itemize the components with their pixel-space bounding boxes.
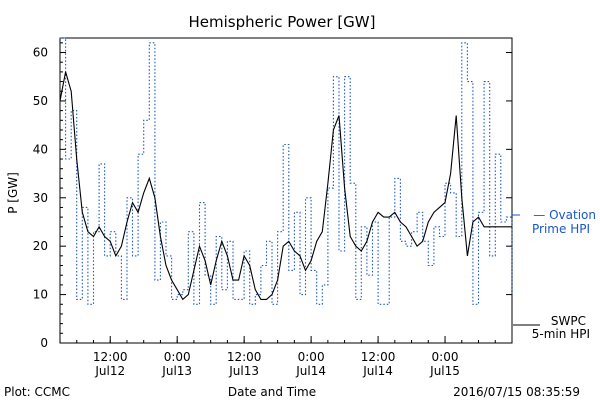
y-tick-label: 50 bbox=[33, 94, 48, 108]
series-ovation-prime-line bbox=[60, 37, 513, 305]
x-axis-label: Date and Time bbox=[228, 385, 316, 399]
legend-ovation-line2: Prime HPI bbox=[532, 222, 590, 236]
y-tick-label: 0 bbox=[40, 336, 48, 350]
y-tick-label: 40 bbox=[33, 142, 48, 156]
x-tick-label-time: 0:00 bbox=[164, 350, 191, 364]
legend-swpc-line1: SWPC bbox=[551, 314, 586, 328]
x-tick-label-time: 12:00 bbox=[93, 350, 128, 364]
chart-title: Hemispheric Power [GW] bbox=[189, 13, 376, 31]
plot-area-frame bbox=[59, 37, 513, 344]
legend-swpc-line2: 5-min HPI bbox=[532, 327, 590, 341]
x-tick-label-time: 0:00 bbox=[298, 350, 325, 364]
y-axis-label: P [GW] bbox=[6, 172, 20, 214]
y-tick-label: 60 bbox=[33, 46, 48, 60]
legend-ovation-line1: — Ovation bbox=[533, 208, 596, 222]
x-tick-label-date: Jul14 bbox=[295, 364, 326, 378]
y-tick-label: 30 bbox=[33, 191, 48, 205]
y-tick-label: 20 bbox=[33, 239, 48, 253]
x-tick-label-date: Jul14 bbox=[362, 364, 393, 378]
x-tick-label-time: 12:00 bbox=[361, 350, 396, 364]
y-tick-label: 10 bbox=[33, 288, 48, 302]
x-tick-label-time: 0:00 bbox=[432, 350, 459, 364]
x-tick-label-date: Jul13 bbox=[161, 364, 192, 378]
x-tick-label-date: Jul12 bbox=[94, 364, 125, 378]
series-swpc-line bbox=[59, 71, 512, 301]
x-tick-label-time: 12:00 bbox=[227, 350, 262, 364]
plot-credit: Plot: CCMC bbox=[4, 385, 70, 399]
x-tick-label-date: Jul13 bbox=[228, 364, 259, 378]
x-tick-label-date: Jul15 bbox=[429, 364, 460, 378]
plot-timestamp: 2016/07/15 08:35:59 bbox=[453, 385, 580, 399]
